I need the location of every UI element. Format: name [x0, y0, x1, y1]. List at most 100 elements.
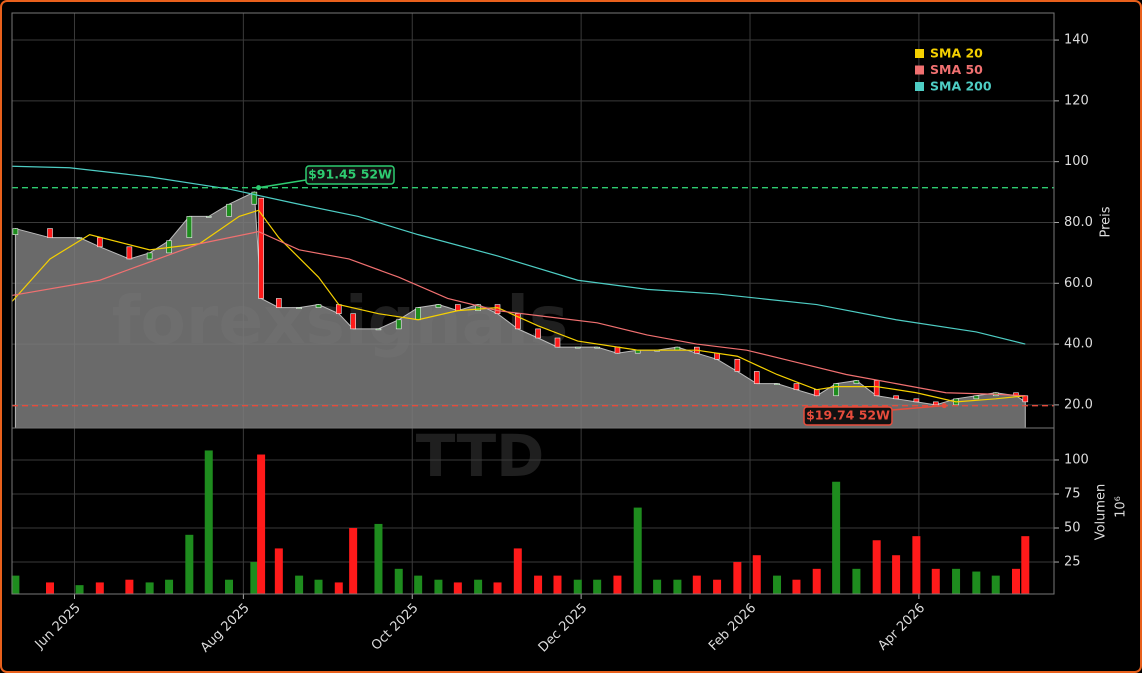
volume-bar: [257, 454, 266, 594]
sma-line: [11, 230, 1026, 397]
candle: [893, 395, 899, 400]
candle: [753, 371, 760, 384]
candle: [126, 246, 133, 260]
candle: [614, 346, 621, 354]
volume-bar: [931, 568, 940, 594]
y-tick-label: 140: [1064, 33, 1089, 48]
watermark: TTD: [416, 422, 545, 490]
annotation-arrow: [891, 404, 945, 411]
volume-bar: [314, 579, 323, 594]
volume-bar: [250, 562, 259, 594]
volume-bar: [812, 568, 821, 594]
legend-label: SMA 50: [930, 62, 983, 77]
candle: [475, 304, 481, 311]
volume-bar: [653, 579, 662, 594]
volume-bar: [1021, 536, 1030, 594]
legend-label: SMA 20: [930, 46, 983, 61]
candle: [494, 304, 501, 314]
volume-bar: [573, 579, 582, 594]
legend-swatch: [915, 65, 924, 75]
volume-bar: [125, 579, 134, 594]
volume-bar: [534, 575, 543, 594]
volume-bar: [334, 582, 343, 594]
volume-bar: [274, 548, 283, 594]
annotation-arrow: [258, 179, 307, 189]
candle: [932, 401, 939, 406]
annotation-label: $91.45 52W: [308, 167, 392, 182]
candle: [47, 228, 53, 238]
volume-bar: [145, 582, 154, 594]
candle: [554, 337, 561, 348]
y-tick-label: 80.0: [1064, 215, 1093, 230]
volume-bar: [613, 575, 622, 594]
candle: [973, 395, 980, 400]
volume-bar: [45, 582, 54, 594]
candle: [395, 319, 402, 330]
volume-bar: [204, 450, 213, 594]
volume-bar: [991, 575, 1000, 594]
volume-bar: [75, 585, 84, 594]
volume-bar: [692, 575, 701, 594]
volume-bar: [773, 575, 782, 594]
axis-offset: 10⁶: [1114, 496, 1129, 518]
annotation-box: [803, 406, 893, 426]
candle: [12, 228, 19, 235]
y-tick-label: 40.0: [1064, 337, 1093, 352]
y-tick-label: 120: [1064, 93, 1089, 108]
volume-bar: [912, 536, 921, 594]
candle: [205, 216, 212, 218]
candle: [296, 307, 302, 309]
volume-bar: [952, 568, 961, 594]
candle: [594, 346, 600, 349]
candle: [853, 380, 860, 384]
candle: [734, 358, 741, 372]
candle: [813, 389, 820, 397]
legend-label: SMA 200: [930, 79, 992, 94]
candle: [774, 383, 780, 385]
volume-bar: [453, 582, 462, 594]
price-area: [14, 191, 1026, 429]
volume-bar: [1012, 568, 1021, 594]
volume-bar: [165, 579, 174, 594]
sma-line: [11, 209, 1026, 403]
volume-bar: [225, 579, 234, 594]
volume-bar: [633, 507, 642, 594]
candle: [714, 352, 720, 360]
volume-bar: [553, 575, 562, 594]
candle: [226, 203, 232, 217]
candle: [793, 383, 800, 390]
candle: [97, 237, 103, 248]
volume-bar: [733, 562, 742, 594]
candle: [913, 398, 920, 403]
candle: [873, 380, 880, 397]
volume-bar: [593, 579, 602, 594]
y-axis-label: Preis: [1099, 206, 1114, 237]
volume-bar: [832, 481, 841, 594]
candle: [574, 346, 581, 349]
volume-bar: [349, 528, 358, 594]
y-tick-label: 25: [1064, 555, 1081, 570]
candle: [350, 313, 356, 330]
legend-swatch: [915, 49, 924, 58]
volume-bar: [95, 582, 104, 594]
volume-bar: [295, 575, 304, 594]
annotation-box: [305, 165, 395, 185]
volume-bar: [493, 582, 502, 594]
sma-line: [11, 165, 1026, 345]
volume-bar: [713, 579, 722, 594]
volume-bar: [792, 579, 801, 594]
y-tick-label: 60.0: [1064, 276, 1093, 291]
candle: [335, 304, 342, 314]
candle: [146, 252, 153, 260]
candle: [76, 237, 83, 239]
volume-bar: [394, 568, 403, 594]
volume-bar: [673, 579, 682, 594]
volume-panel-border: [11, 427, 1055, 595]
volume-bar: [892, 555, 901, 594]
candle: [276, 298, 282, 308]
volume-bar: [752, 555, 761, 594]
volume-bar: [474, 579, 483, 594]
annotation-label: $19.74 52W: [806, 408, 890, 423]
